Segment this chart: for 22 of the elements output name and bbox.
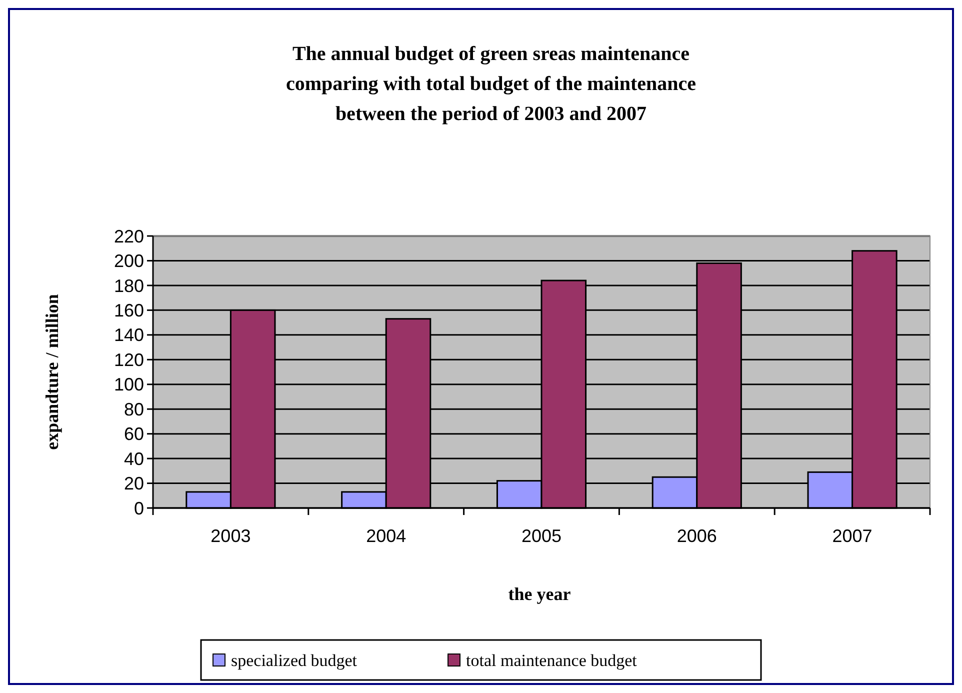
y-tick-label: 160 xyxy=(114,300,144,320)
y-tick-label: 220 xyxy=(114,226,144,246)
y-tick-label: 0 xyxy=(134,498,144,518)
legend-label: specialized budget xyxy=(231,651,358,670)
legend-label: total maintenance budget xyxy=(466,651,638,670)
x-tick-label: 2007 xyxy=(832,526,872,546)
y-tick-label: 120 xyxy=(114,350,144,370)
y-axis-title: expandture / million xyxy=(42,294,62,450)
x-tick-label: 2006 xyxy=(676,526,717,546)
y-tick-label: 200 xyxy=(114,251,144,272)
y-tick-label: 80 xyxy=(124,399,144,420)
y-tick-label: 140 xyxy=(114,325,144,346)
y-tick-label: 40 xyxy=(124,448,144,469)
x-tick-label: 2004 xyxy=(366,526,406,546)
chart-title: The annual budget of green sreas maintenance comparing with total budget of the maintenance between the period of 2003 and 2007 xyxy=(286,43,696,125)
y-tick-label: 60 xyxy=(124,424,144,444)
x-axis-title: the year xyxy=(508,584,571,604)
x-tick-label: 2003 xyxy=(210,526,251,546)
y-tick-label: 180 xyxy=(114,276,144,296)
y-tick-label: 20 xyxy=(124,474,144,494)
y-tick-label: 100 xyxy=(114,374,144,395)
x-tick-label: 2005 xyxy=(521,526,562,546)
